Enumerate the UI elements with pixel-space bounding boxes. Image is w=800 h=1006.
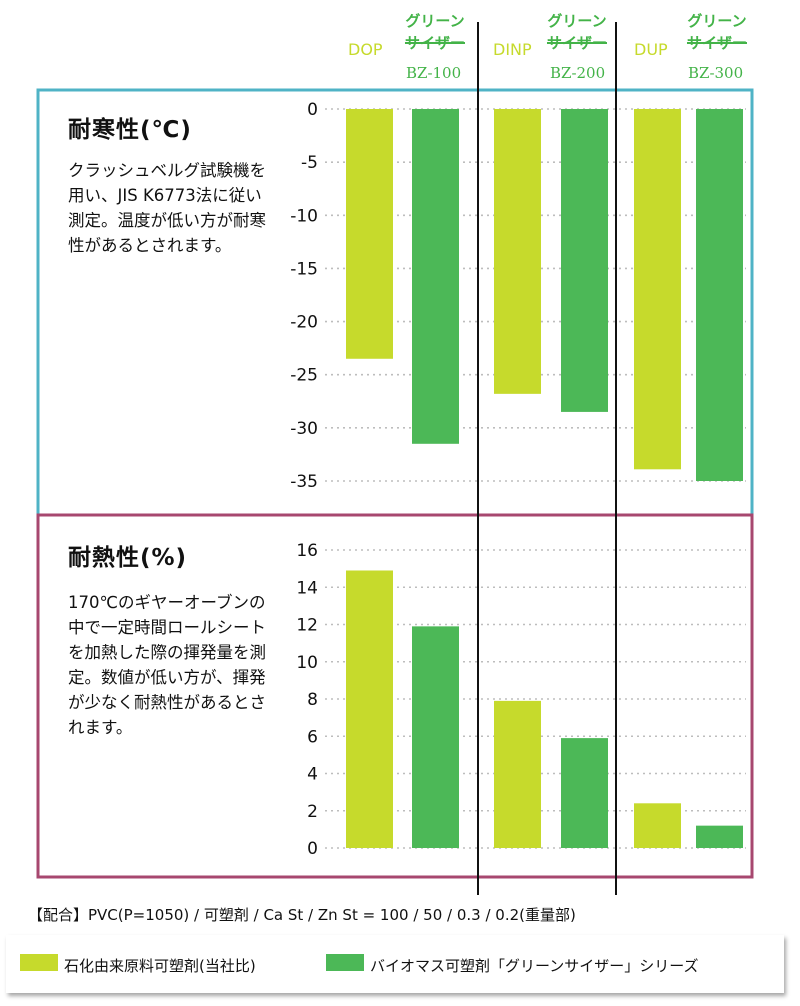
heat-y-tick-label: 14 (296, 578, 318, 598)
heat-bar (346, 570, 393, 848)
legend-swatch-biomass (326, 954, 364, 971)
cold-panel-title: 耐寒性(℃) (68, 117, 192, 143)
group-header-dinp: DINP (493, 40, 532, 59)
legend-label-fossil: 石化由来原料可塑剤(当社比) (64, 957, 256, 975)
legend-label-biomass: バイオマス可塑剤「グリーンサイザー」シリーズ (370, 957, 699, 975)
group-header-bz200: グリーン サイザー (540, 10, 614, 54)
cold-y-tick-label: -15 (290, 259, 318, 279)
heat-y-tick-label: 4 (307, 765, 318, 785)
cold-y-tick-label: -25 (290, 366, 318, 386)
cold-y-tick-label: -20 (290, 313, 318, 333)
cold-y-tick-label: 0 (307, 100, 318, 120)
heat-y-tick-label: 12 (296, 616, 318, 636)
heat-y-tick-label: 8 (307, 690, 318, 710)
cold-bar (494, 109, 541, 394)
green-name-line1: グリーン (547, 12, 607, 30)
cold-bar (346, 109, 393, 359)
heat-panel-border (36, 513, 754, 879)
cold-y-tick-label: -35 (290, 472, 318, 492)
heat-bar (561, 738, 608, 848)
heat-bar (634, 803, 681, 848)
formula-note: 【配合】PVC(P=1050) / 可塑剤 / Ca St / Zn St = … (28, 906, 576, 924)
green-name-line2: サイザー (546, 34, 607, 52)
legend-swatch-fossil (20, 954, 58, 971)
green-name-line2: サイザー (404, 34, 465, 52)
cold-y-tick-label: -30 (290, 419, 318, 439)
group-header-dop: DOP (348, 40, 383, 59)
group-header-dup: DUP (634, 40, 668, 59)
heat-y-tick-label: 2 (307, 802, 318, 822)
heat-bar (412, 626, 459, 848)
heat-panel-description: 170℃のギヤーオーブンの中で一定時間ロールシートを加熱した際の揮発量を測定。数… (68, 593, 266, 737)
heat-y-tick-label: 6 (307, 727, 318, 747)
legend: 石化由来原料可塑剤(当社比) バイオマス可塑剤「グリーンサイザー」シリーズ (6, 935, 784, 993)
product-code-bz100: BZ-100 (406, 64, 462, 82)
green-name-line1: グリーン (405, 12, 465, 30)
group-header-bz300: グリーン サイザー (680, 10, 754, 54)
cold-panel-description: クラッシュベルグ試験機を用い、JIS K6773法に従い測定。温度が低い方が耐寒… (68, 161, 266, 255)
green-name-line1: グリーン (687, 12, 747, 30)
group-header-bz100: グリーン サイザー (398, 10, 472, 54)
product-code-bz200: BZ-200 (550, 64, 606, 82)
cold-bar (634, 109, 681, 470)
cold-y-tick-label: -10 (290, 206, 318, 226)
heat-y-tick-label: 10 (296, 653, 318, 673)
product-code-bz300: BZ-300 (688, 64, 744, 82)
heat-bar (494, 700, 541, 848)
cold-bar (696, 109, 743, 481)
green-name-line2: サイザー (686, 34, 747, 52)
cold-y-tick-label: -5 (301, 153, 318, 173)
heat-bar (696, 825, 743, 848)
heat-panel-title: 耐熱性(%) (68, 545, 188, 571)
cold-bar (412, 109, 459, 444)
cold-bar (561, 109, 608, 412)
heat-y-tick-label: 0 (307, 839, 318, 859)
heat-y-tick-label: 16 (296, 541, 318, 561)
